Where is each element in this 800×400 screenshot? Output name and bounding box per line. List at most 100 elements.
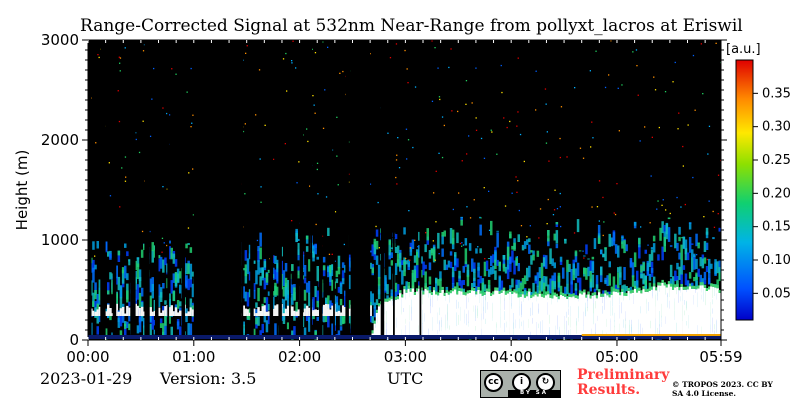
saturated-mark — [447, 294, 451, 336]
noise-mark — [600, 249, 603, 254]
saturated-edge-mark — [568, 294, 571, 297]
saturated-edge-mark — [399, 290, 402, 294]
noise-mark — [566, 271, 569, 285]
noise-mark — [688, 222, 692, 230]
noise-mark — [339, 314, 343, 326]
saturated-mark — [479, 293, 482, 336]
noise-mark — [633, 280, 637, 290]
saturated-edge-mark — [515, 290, 518, 294]
noise-mark — [257, 316, 260, 326]
saturated-edge-mark — [714, 284, 717, 288]
x-axis-label: UTC — [387, 369, 424, 388]
saturated-mark — [504, 294, 508, 336]
noise-mark — [570, 269, 573, 285]
lower-layer-mark — [159, 312, 163, 316]
noise-mark — [189, 298, 193, 312]
noise-mark — [96, 303, 99, 312]
noise-mark — [650, 249, 654, 261]
saturated-mark — [623, 295, 626, 336]
sparse-point — [117, 90, 119, 92]
saturated-mark — [435, 294, 438, 336]
sparse-point — [450, 48, 452, 50]
noise-mark — [460, 280, 463, 296]
noise-mark — [633, 252, 637, 268]
noise-mark — [502, 263, 506, 272]
noise-mark — [528, 244, 531, 254]
noise-mark — [143, 318, 146, 327]
lower-layer-mark — [151, 311, 154, 316]
saturated-edge-mark — [627, 287, 630, 291]
noise-mark — [682, 236, 686, 249]
saturated-mark — [568, 297, 571, 336]
noise-mark — [551, 258, 554, 266]
saturated-edge-mark — [659, 282, 662, 286]
lower-layer-mark — [104, 311, 108, 316]
noise-mark — [265, 273, 269, 283]
noise-mark — [305, 235, 309, 240]
saturated-edge-mark — [572, 293, 575, 297]
lower-layer-mark — [170, 305, 173, 316]
noise-mark — [557, 272, 561, 283]
noise-mark — [121, 303, 125, 309]
noise-mark — [98, 279, 102, 292]
saturated-edge-mark — [555, 293, 559, 297]
sparse-point — [556, 208, 559, 210]
saturated-edge-mark — [409, 288, 413, 292]
noise-mark — [316, 290, 319, 303]
noise-mark — [115, 265, 118, 279]
sparse-point — [452, 208, 454, 211]
saturated-edge-mark — [648, 288, 652, 291]
noise-mark — [373, 241, 377, 255]
noise-mark — [604, 247, 607, 250]
saturated-edge-mark — [542, 294, 546, 298]
noise-mark — [291, 294, 294, 305]
noise-mark — [477, 279, 480, 290]
sparse-point — [377, 201, 379, 204]
ground-band — [88, 335, 721, 339]
saturated-mark — [646, 291, 650, 336]
noise-mark — [604, 247, 607, 261]
noise-mark — [295, 228, 298, 237]
colorbar-tick-label: 0.05 — [762, 286, 791, 301]
noise-mark — [179, 271, 182, 279]
noise-mark — [422, 261, 425, 276]
noise-mark — [282, 308, 286, 324]
saturated-edge-mark — [602, 293, 605, 297]
noise-mark — [498, 261, 501, 267]
noise-mark — [274, 323, 277, 339]
noise-mark — [686, 280, 690, 293]
saturated-mark — [473, 291, 476, 336]
cc-license-badge[interactable]: cc i ↻ BY SA — [480, 370, 561, 398]
saturated-edge-mark — [416, 288, 419, 292]
sparse-point — [526, 236, 528, 238]
sparse-point — [162, 107, 164, 109]
noise-mark — [341, 270, 345, 281]
saturated-edge-mark — [553, 292, 556, 296]
noise-mark — [644, 280, 647, 286]
sparse-point — [616, 183, 618, 185]
lower-layer-mark — [115, 303, 118, 316]
saturated-mark — [610, 295, 614, 336]
noise-mark — [591, 261, 595, 274]
noise-mark — [111, 279, 114, 295]
noise-mark — [337, 286, 341, 293]
saturated-mark — [549, 297, 552, 336]
noise-mark — [676, 242, 679, 251]
noise-mark — [261, 267, 264, 278]
sparse-point — [662, 199, 664, 201]
saturated-edge-mark — [504, 291, 508, 295]
sparse-point — [387, 132, 389, 134]
noise-mark — [96, 294, 99, 306]
noise-mark — [684, 273, 688, 286]
noise-mark — [335, 278, 339, 284]
sparse-point — [596, 206, 599, 208]
saturated-edge-mark — [464, 292, 468, 296]
x-tick-label: 03:00 — [384, 348, 427, 366]
saturated-mark — [602, 296, 605, 336]
noise-mark — [138, 269, 142, 281]
lower-layer-mark — [276, 304, 279, 316]
sparse-point — [395, 176, 397, 179]
noise-mark — [293, 326, 296, 336]
noise-mark — [526, 267, 529, 281]
sparse-point — [483, 157, 486, 159]
